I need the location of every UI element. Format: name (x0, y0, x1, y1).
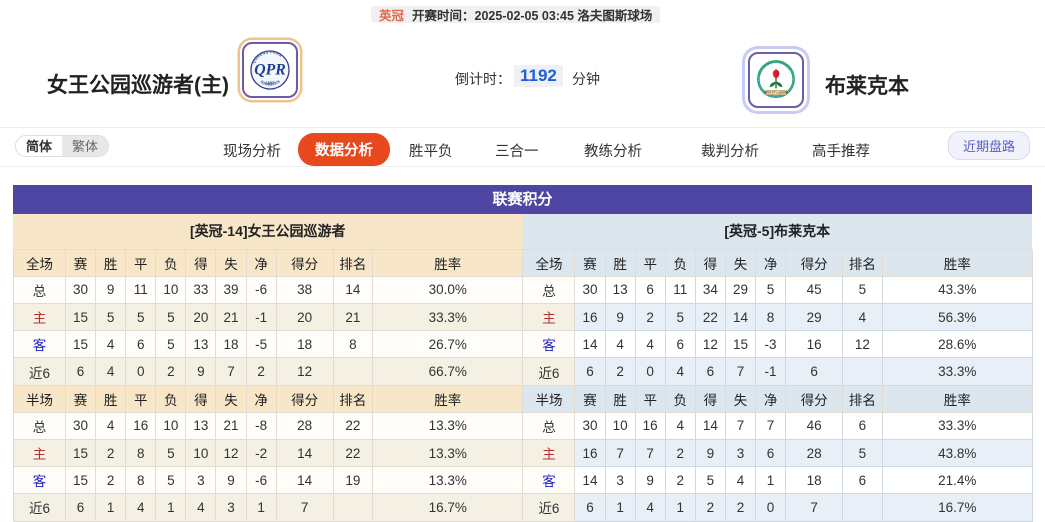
svg-text:ARTE ET LABORE: ARTE ET LABORE (764, 91, 788, 95)
